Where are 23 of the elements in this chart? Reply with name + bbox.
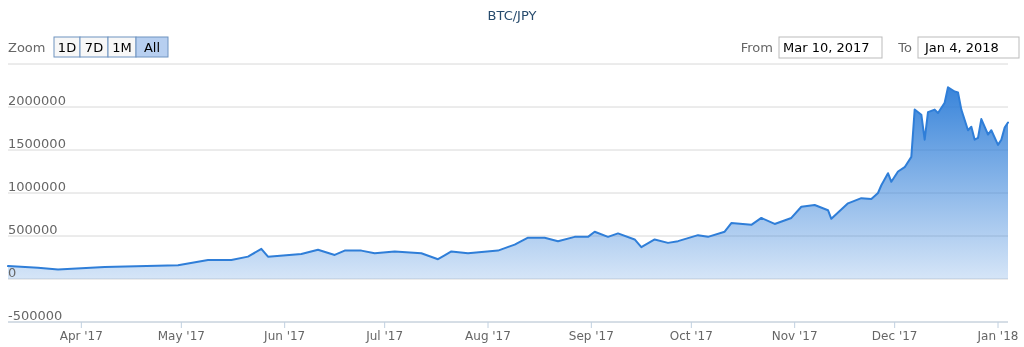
chart-title: BTC/JPY xyxy=(487,8,537,23)
text: From xyxy=(740,40,773,55)
from-date-field: Mar 10, 2017 xyxy=(778,36,883,59)
text: To xyxy=(897,40,913,55)
x-tick-label: Jan '18 xyxy=(976,329,1019,343)
x-tick-label: Dec '17 xyxy=(871,329,918,343)
x-tick-label: Oct '17 xyxy=(669,329,713,343)
to-date-field: Jan 4, 2018 xyxy=(917,36,1020,59)
y-tick-label: 1000000 xyxy=(8,179,66,194)
zoom-buttons: 1D 7D 1M All xyxy=(53,36,169,58)
y-tick-label: 2000000 xyxy=(8,93,66,108)
x-tick-label: Sep '17 xyxy=(568,329,614,343)
x-tick-label: Jun '17 xyxy=(263,329,306,343)
x-tick-label: Jul '17 xyxy=(365,329,404,343)
x-tick-label: Nov '17 xyxy=(771,329,818,343)
y-tick-label: 0 xyxy=(8,265,17,280)
text: Zoom xyxy=(8,40,46,55)
y-tick-label: 1500000 xyxy=(8,136,66,151)
y-tick-label: -500000 xyxy=(8,308,63,323)
x-tick-label: May '17 xyxy=(157,329,205,343)
y-tick-label: 500000 xyxy=(8,222,58,237)
x-tick-label: Aug '17 xyxy=(465,329,511,343)
x-tick-label: Apr '17 xyxy=(59,329,103,343)
